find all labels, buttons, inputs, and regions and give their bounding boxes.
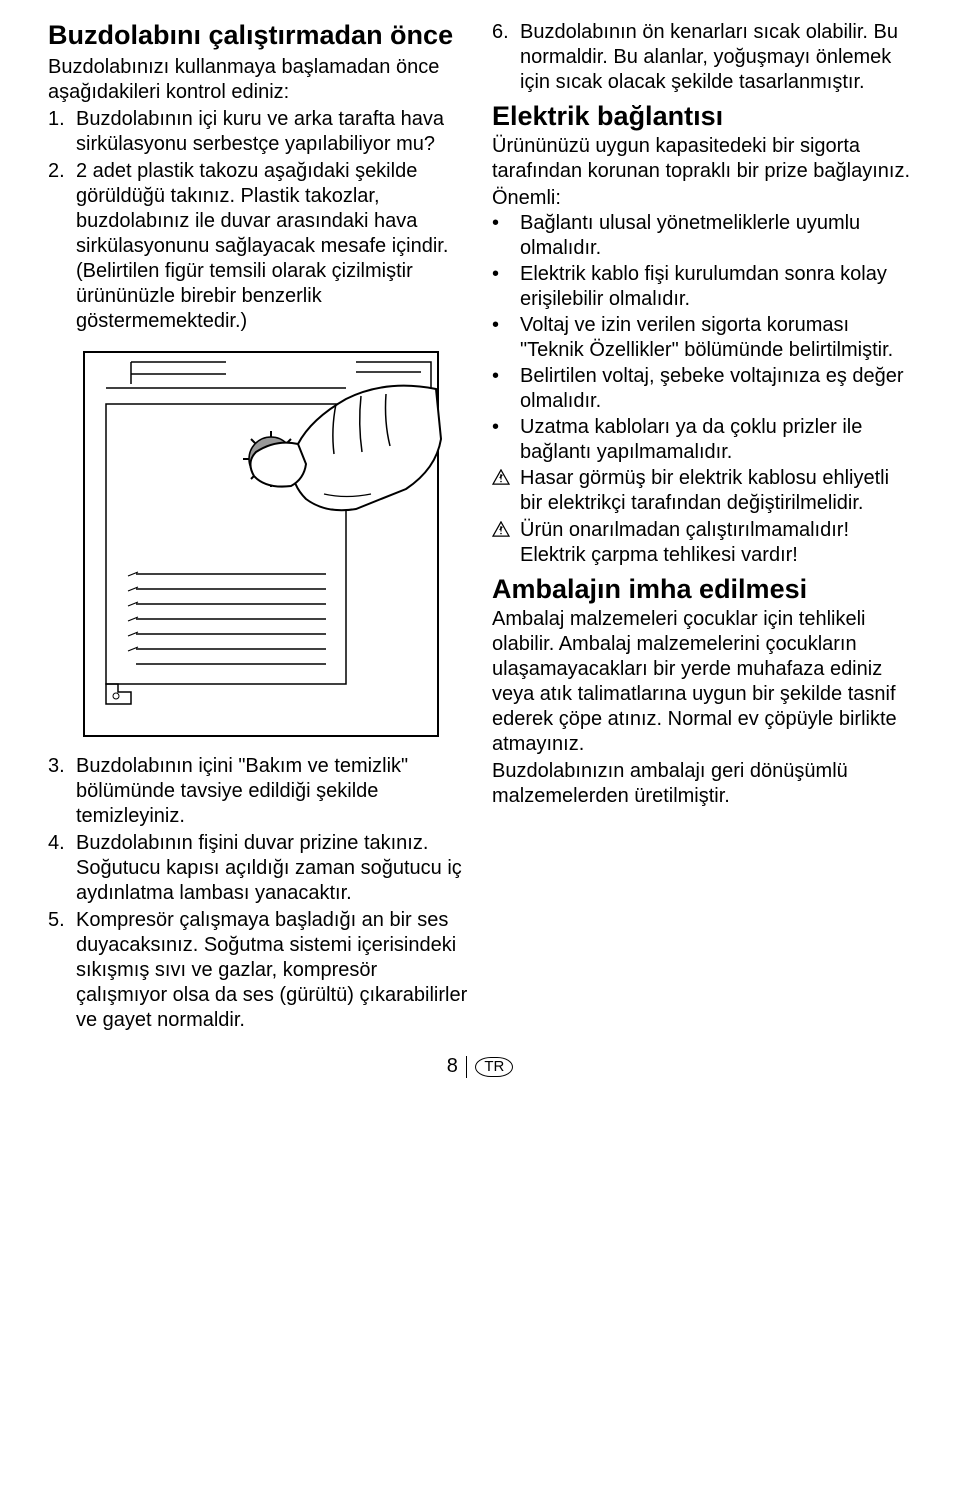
list-item: Voltaj ve izin verilen sigorta koruması … (492, 313, 912, 363)
paragraph: Buzdolabınızın ambalajı geri dönüşümlü m… (492, 759, 912, 809)
warning-list: Hasar görmüş bir elektrik kablosu ehliye… (492, 466, 912, 568)
list-item: 3.Buzdolabının içini "Bakım ve temizlik"… (48, 754, 468, 829)
list-item: 2.2 adet plastik takozu aşağıdaki şekild… (48, 159, 468, 334)
important-label: Önemli: (492, 186, 912, 211)
steps-list-b: 3.Buzdolabının içini "Bakım ve temizlik"… (48, 754, 468, 1033)
subsection-heading: Ambalajın imha edilmesi (492, 574, 912, 605)
warning-item: Ürün onarılmadan çalıştırılmamalıdır! El… (492, 518, 912, 568)
installation-figure (76, 344, 496, 744)
section-heading: Buzdolabını çalıştırmadan önce (48, 20, 468, 51)
paragraph: Ürününüzü uygun kapasitedeki bir sigorta… (492, 134, 912, 184)
warning-triangle-icon (492, 518, 520, 537)
steps-list-a: 1.Buzdolabının içi kuru ve arka tarafta … (48, 107, 468, 334)
language-badge: TR (475, 1057, 513, 1077)
list-item: 6.Buzdolabının ön kenarları sıcak olabil… (492, 20, 912, 95)
warning-triangle-icon (492, 466, 520, 485)
list-item: 5.Kompresör çalışmaya başladığı an bir s… (48, 908, 468, 1033)
left-column: Buzdolabını çalıştırmadan önce Buzdolabı… (48, 20, 468, 1035)
paragraph: Ambalaj malzemeleri çocuklar için tehlik… (492, 607, 912, 757)
right-column: 6.Buzdolabının ön kenarları sıcak olabil… (492, 20, 912, 1035)
steps-list-cont: 6.Buzdolabının ön kenarları sıcak olabil… (492, 20, 912, 95)
list-item: 4.Buzdolabının fişini duvar prizine takı… (48, 831, 468, 906)
page-footer: 8 TR (48, 1055, 912, 1078)
list-item: 1.Buzdolabının içi kuru ve arka tarafta … (48, 107, 468, 157)
intro-text: Buzdolabınızı kullanmaya başlamadan önce… (48, 55, 468, 105)
warning-item: Hasar görmüş bir elektrik kablosu ehliye… (492, 466, 912, 516)
list-item: Belirtilen voltaj, şebeke voltajınıza eş… (492, 364, 912, 414)
list-item: Bağlantı ulusal yönetmeliklerle uyumlu o… (492, 211, 912, 261)
divider (466, 1056, 468, 1078)
page-number: 8 (447, 1055, 458, 1078)
list-item: Elektrik kablo fişi kurulumdan sonra kol… (492, 262, 912, 312)
bullet-list: Bağlantı ulusal yönetmeliklerle uyumlu o… (492, 211, 912, 465)
subsection-heading: Elektrik bağlantısı (492, 101, 912, 132)
list-item: Uzatma kabloları ya da çoklu prizler ile… (492, 415, 912, 465)
